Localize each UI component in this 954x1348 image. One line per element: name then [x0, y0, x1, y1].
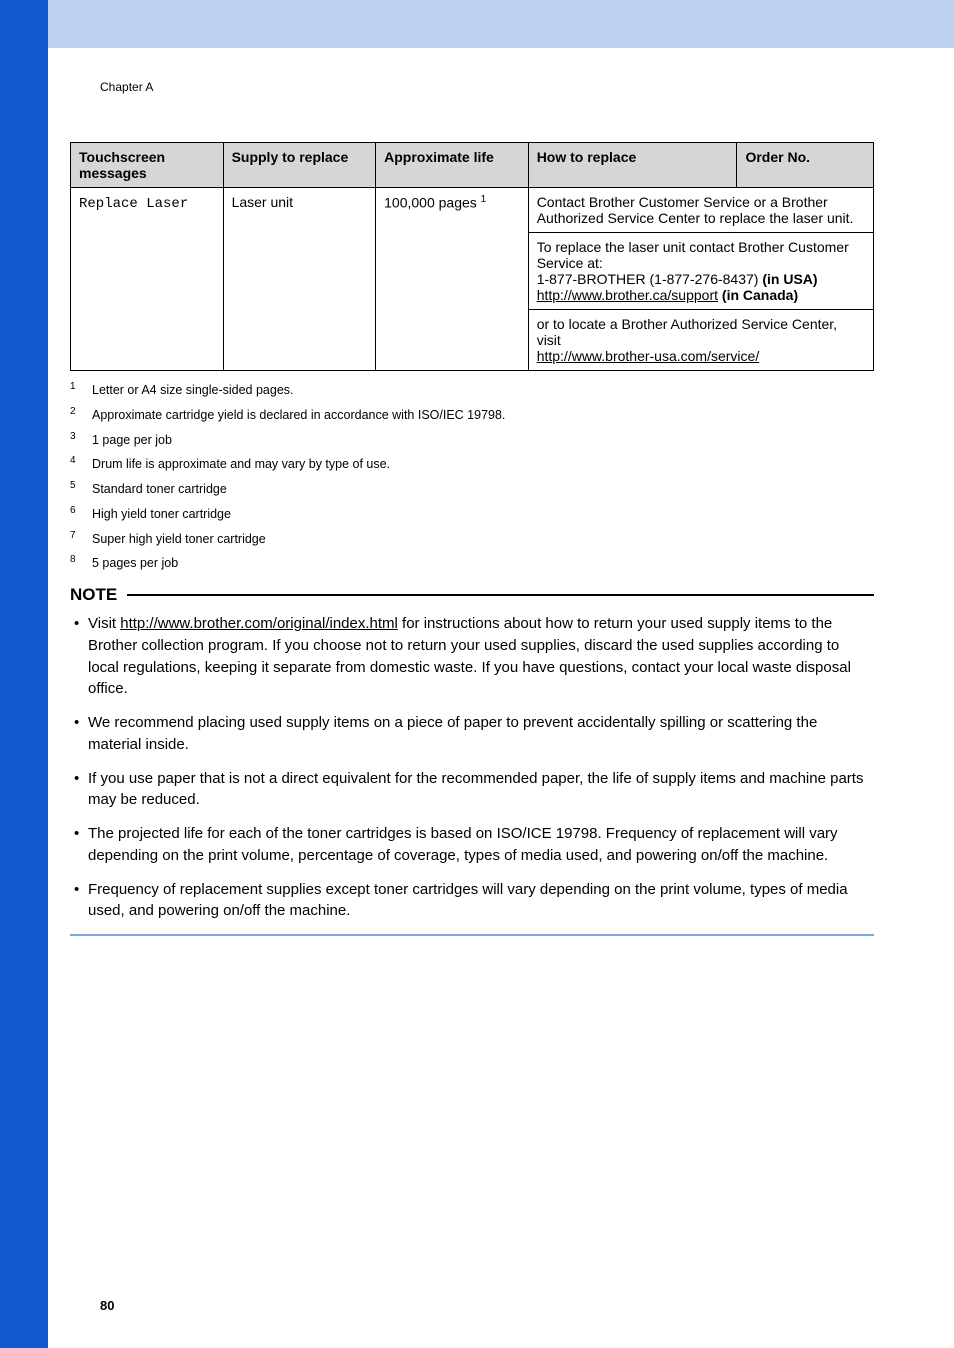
fn-num: 3 [70, 431, 92, 450]
footnote-7: 7Super high yield toner cartridge [70, 530, 874, 549]
fn-text: 5 pages per job [92, 554, 178, 573]
content-area: Chapter A Touchscreen messages Supply to… [70, 0, 874, 936]
fn-text: Super high yield toner cartridge [92, 530, 266, 549]
cell-how-2: To replace the laser unit contact Brothe… [528, 233, 873, 310]
how2-usa-bold: (in USA) [762, 271, 817, 287]
fn-num: 1 [70, 381, 92, 400]
fn-num: 5 [70, 480, 92, 499]
cell-life: 100,000 pages 1 [376, 188, 529, 371]
cell-how-3: or to locate a Brother Authorized Servic… [528, 310, 873, 371]
how3-text: or to locate a Brother Authorized Servic… [537, 316, 837, 348]
note-item-4: The projected life for each of the toner… [70, 823, 874, 867]
footnote-1: 1Letter or A4 size single-sided pages. [70, 381, 874, 400]
th-how: How to replace [528, 143, 737, 188]
fn-num: 7 [70, 530, 92, 549]
page-wrapper: Chapter A Touchscreen messages Supply to… [0, 0, 954, 1348]
fn-num: 4 [70, 455, 92, 474]
footnote-6: 6High yield toner cartridge [70, 505, 874, 524]
th-life: Approximate life [376, 143, 529, 188]
footnotes-block: 1Letter or A4 size single-sided pages. 2… [70, 381, 874, 573]
fn-text: 1 page per job [92, 431, 172, 450]
note-item-5: Frequency of replacement supplies except… [70, 879, 874, 923]
fn-num: 2 [70, 406, 92, 425]
fn-text: High yield toner cartridge [92, 505, 231, 524]
cell-how-1: Contact Brother Customer Service or a Br… [528, 188, 873, 233]
top-corner [0, 0, 48, 48]
th-order: Order No. [737, 143, 874, 188]
fn-text: Approximate cartridge yield is declared … [92, 406, 505, 425]
footnote-8: 85 pages per job [70, 554, 874, 573]
fn-text: Drum life is approximate and may vary by… [92, 455, 390, 474]
how2-link-ca[interactable]: http://www.brother.ca/support [537, 287, 718, 303]
message-text: Replace Laser [79, 196, 188, 212]
how2-ca-bold: (in Canada) [718, 287, 798, 303]
footnote-2: 2Approximate cartridge yield is declared… [70, 406, 874, 425]
chapter-label: Chapter A [100, 80, 874, 94]
note-header: NOTE [70, 585, 874, 605]
cell-message: Replace Laser [71, 188, 224, 371]
sidebar-stripe [0, 0, 48, 1348]
footnote-3: 31 page per job [70, 431, 874, 450]
life-value: 100,000 pages [384, 195, 477, 211]
fn-num: 6 [70, 505, 92, 524]
fn-text: Letter or A4 size single-sided pages. [92, 381, 294, 400]
fn-text: Standard toner cartridge [92, 480, 227, 499]
footnote-5: 5Standard toner cartridge [70, 480, 874, 499]
note1-link[interactable]: http://www.brother.com/original/index.ht… [120, 615, 398, 632]
supply-table: Touchscreen messages Supply to replace A… [70, 142, 874, 371]
fn-num: 8 [70, 554, 92, 573]
how2-phone: 1-877-BROTHER (1-877-276-8437) [537, 271, 763, 287]
th-supply: Supply to replace [223, 143, 376, 188]
note-item-1: Visit http://www.brother.com/original/in… [70, 613, 874, 700]
table-header-row: Touchscreen messages Supply to replace A… [71, 143, 874, 188]
th-messages: Touchscreen messages [71, 143, 224, 188]
note-item-3: If you use paper that is not a direct eq… [70, 768, 874, 812]
table-row: Replace Laser Laser unit 100,000 pages 1… [71, 188, 874, 233]
life-footnote-ref: 1 [481, 194, 487, 205]
note-label: NOTE [70, 585, 117, 605]
note-item-2: We recommend placing used supply items o… [70, 712, 874, 756]
page-number: 80 [100, 1298, 114, 1313]
cell-supply: Laser unit [223, 188, 376, 371]
footnote-4: 4Drum life is approximate and may vary b… [70, 455, 874, 474]
note-end-line [70, 934, 874, 936]
note-list: Visit http://www.brother.com/original/in… [70, 613, 874, 922]
note-header-line [127, 594, 874, 596]
how3-link[interactable]: http://www.brother-usa.com/service/ [537, 348, 760, 364]
how2-line1: To replace the laser unit contact Brothe… [537, 239, 849, 271]
note1-pre: Visit [88, 615, 120, 632]
